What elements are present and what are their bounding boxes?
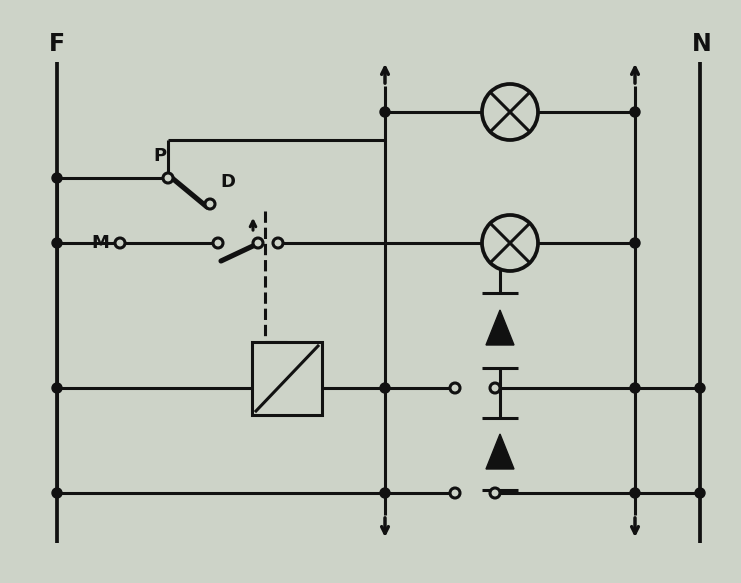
Bar (252, 342, 322, 415)
Circle shape (695, 488, 705, 498)
Circle shape (482, 84, 538, 140)
Circle shape (52, 488, 62, 498)
Circle shape (380, 488, 390, 498)
Circle shape (52, 173, 62, 183)
Circle shape (273, 238, 283, 248)
Circle shape (253, 238, 263, 248)
Text: D: D (220, 173, 235, 191)
Circle shape (482, 215, 538, 271)
Circle shape (695, 383, 705, 393)
Circle shape (213, 238, 223, 248)
Circle shape (52, 383, 62, 393)
Circle shape (630, 383, 640, 393)
Polygon shape (486, 434, 514, 469)
Circle shape (490, 383, 500, 393)
Circle shape (52, 238, 62, 248)
Circle shape (450, 383, 460, 393)
Circle shape (380, 383, 390, 393)
Polygon shape (486, 310, 514, 345)
Circle shape (380, 107, 390, 117)
Text: P: P (153, 147, 167, 165)
Circle shape (450, 488, 460, 498)
Text: M: M (91, 234, 109, 252)
Circle shape (205, 199, 215, 209)
Circle shape (630, 488, 640, 498)
Circle shape (115, 238, 125, 248)
Circle shape (163, 173, 173, 183)
Circle shape (630, 238, 640, 248)
Circle shape (490, 488, 500, 498)
Circle shape (630, 107, 640, 117)
Text: F: F (49, 32, 65, 56)
Text: N: N (692, 32, 712, 56)
